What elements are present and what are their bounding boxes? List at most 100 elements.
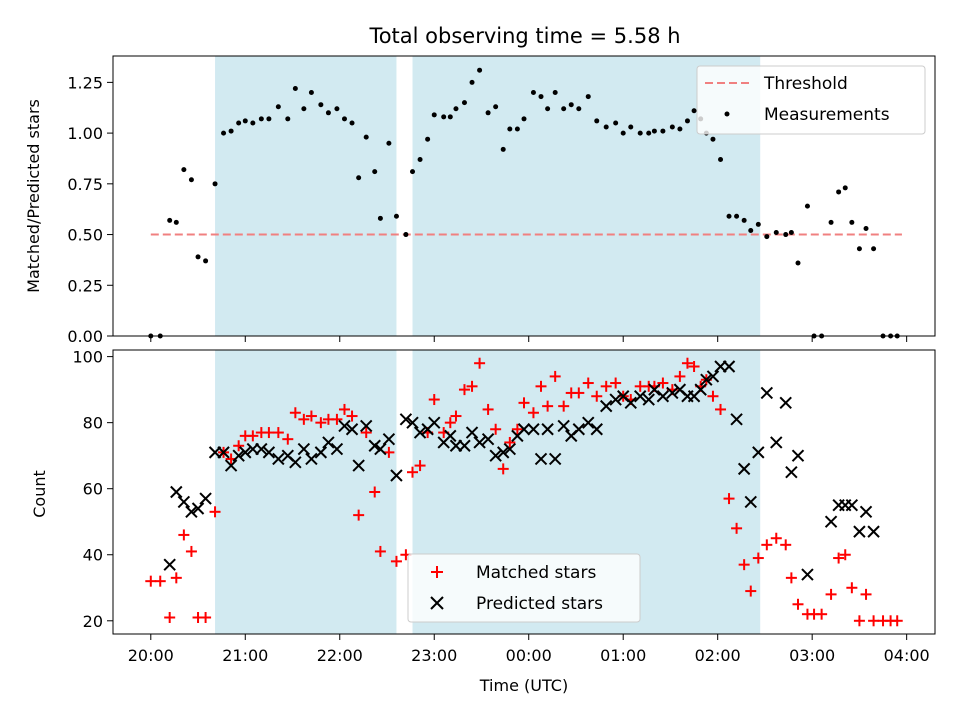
matched-star-point [383,446,395,458]
matched-star-point [681,357,693,369]
matched-star-point [282,433,294,445]
matched-star-point [674,370,686,382]
measurement-point [576,106,582,112]
measurement-point [356,175,362,181]
predicted-star-point [770,436,783,449]
top-axes-frame [112,55,936,337]
matched-star-point [360,427,372,439]
predicted-star-point [191,502,205,515]
predicted-star-point [694,383,707,396]
predicted-star-point [599,399,613,413]
matched-star-point [752,552,764,564]
matched-star-point [315,417,327,429]
measurement-point [755,221,761,227]
top-legend: Threshold Measurements [696,65,926,135]
matched-star-point [891,615,903,627]
observing-span-0 [215,56,397,336]
legend-predicted-swatch [430,596,444,610]
measurement-point [173,219,179,225]
predicted-star-point [199,492,212,505]
measurement-point [795,260,801,266]
x-tick-label: 21:00 [222,646,268,665]
predicted-star-point [656,390,670,403]
predicted-star-point [572,423,586,436]
matched-star-point [497,463,509,475]
measurement-point [651,128,657,134]
measurement-point [167,217,173,223]
legend-threshold-label: Threshold [763,74,848,94]
matched-star-point [527,407,539,419]
measurement-point [788,230,794,236]
legend-matched-swatch [431,566,443,578]
matched-star-point [331,413,343,425]
measurement-point [538,94,544,100]
matched-star-point [745,585,757,597]
predicted-star-point [406,416,419,429]
predicted-star-point [503,442,517,456]
matched-star-point [825,588,837,600]
x-tick-label: 22:00 [317,646,363,665]
measurement-point [372,169,378,175]
legend-measurements-swatch [724,111,730,117]
predicted-star-point [609,393,622,406]
matched-star-point [414,460,426,472]
measurement-point [691,108,697,114]
predicted-star-point [557,419,570,433]
x-tick-label: 02:00 [695,646,741,665]
measurement-point [764,234,770,240]
predicted-star-point [170,485,183,499]
measurement-point [773,230,779,236]
matched-star-point [833,552,845,564]
measurement-point [613,120,619,126]
measurement-point [677,126,683,132]
predicted-star-point [752,446,765,459]
predicted-star-point [413,426,427,439]
measurement-point [561,106,567,112]
measurement-point [646,130,652,136]
matched-star-point [289,407,301,419]
predicted-star-point [590,423,603,436]
predicted-star-point [700,373,713,386]
matched-star-point [346,410,358,422]
matched-star-point [338,403,350,415]
measurement-point [741,217,747,223]
predicted-star-point [399,413,413,426]
matched-star-point [816,608,828,620]
bottom-y-ticks: 20 40 60 80 100 [72,348,113,631]
matched-star-point [723,493,735,505]
matched-star-point [715,403,727,415]
matched-star-point [573,387,585,399]
measurement-point [334,106,340,112]
matched-star-point [761,539,773,551]
measurement-point [828,219,834,225]
matched-star-point [450,410,462,422]
measurement-point [203,258,209,264]
x-tick-label: 00:00 [506,646,552,665]
matched-star-point [511,423,523,435]
predicted-star-point [527,423,540,436]
measurement-point [292,85,298,91]
matched-star-point [518,397,530,409]
measurement-point [856,246,862,252]
predicted-star-point [330,442,344,456]
y-tick-label: 0.50 [67,226,103,245]
matched-star-point [707,390,719,402]
predicted-star-point [634,390,647,403]
predicted-star-point [465,426,479,439]
predicted-star-point [791,449,805,462]
measurement-point [842,185,848,191]
matched-star-point [535,380,547,392]
figure-title: Total observing time = 5.58 h [368,24,680,48]
top-legend-box [696,65,926,135]
measurement-point [552,90,558,96]
matched-star-point [731,522,743,534]
predicted-star-point [255,442,268,456]
legend-matched-label: Matched stars [476,563,596,583]
predicted-star-point [177,495,191,509]
matched-star-point [860,588,872,600]
matched-star-point [591,390,603,402]
measurement-point [349,120,355,126]
predicted-star-point [232,449,245,462]
matched-star-point [839,549,851,561]
predicted-star-point [859,505,873,519]
